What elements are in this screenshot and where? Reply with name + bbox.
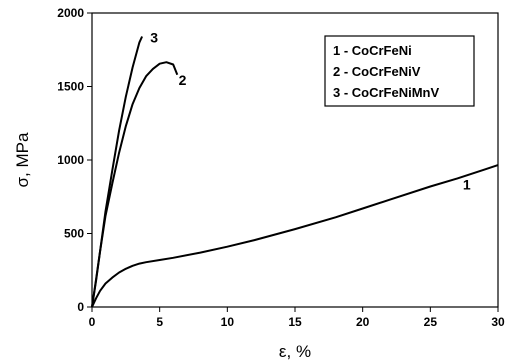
y-tick-label: 1000 [57,153,84,167]
x-tick-label: 25 [424,315,438,329]
x-axis-title: ε, % [279,342,311,361]
curve-label-3: 3 [150,29,158,45]
series-lines [91,36,499,308]
ticks: 0 5 10 15 20 25 30 0 500 1000 1500 2000 [57,6,505,329]
x-tick-label: 20 [356,315,370,329]
legend-box [324,35,475,107]
y-tick-label: 2000 [57,6,84,20]
series-3-line [91,36,144,308]
legend-entry: 1 - CoCrFeNi [333,43,412,58]
legend-entry: 2 - CoCrFeNiV [333,64,421,79]
x-tick-label: 30 [491,315,505,329]
y-tick-label: 500 [64,227,84,241]
x-tick-label: 5 [156,315,163,329]
series-1-line [91,164,499,308]
x-tick-label: 0 [89,315,96,329]
curve-label-1: 1 [463,176,471,192]
series-2-line [91,61,179,308]
curve-labels: 1 2 3 [150,29,471,192]
y-axis-title: σ, MPa [13,132,32,187]
y-tick-label: 0 [77,300,84,314]
x-tick-label: 10 [221,315,235,329]
legend-entry: 3 - CoCrFeNiMnV [333,85,440,100]
legend: 1 - CoCrFeNi 2 - CoCrFeNiV 3 - CoCrFeNiMnV [324,35,475,107]
curve-label-2: 2 [179,72,187,88]
y-tick-label: 1500 [57,80,84,94]
x-tick-label: 15 [288,315,302,329]
